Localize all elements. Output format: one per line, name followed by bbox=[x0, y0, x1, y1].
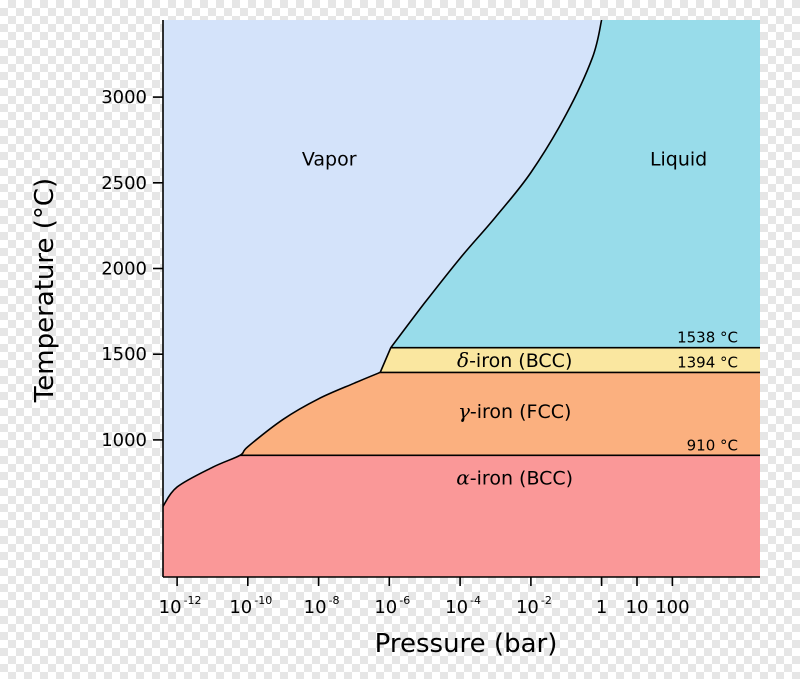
y-tick-label: 3000 bbox=[101, 87, 147, 108]
x-tick-label: 10 -10 bbox=[229, 594, 272, 618]
x-tick-label: 10 bbox=[626, 597, 649, 618]
x-tick-base: 10 bbox=[229, 597, 252, 618]
x-tick-label: 1 bbox=[596, 597, 607, 618]
x-tick-base: 10 bbox=[626, 597, 649, 618]
x-tick-label: 10 -6 bbox=[374, 594, 410, 618]
temp-label-1538: 1538 °C bbox=[677, 329, 738, 347]
delta-iron-text: -iron (BCC) bbox=[469, 350, 572, 372]
x-tick-base: 10 bbox=[445, 597, 468, 618]
vapor-label: Vapor bbox=[302, 149, 357, 171]
y-axis-title: Temperature (°C) bbox=[30, 178, 60, 403]
y-tick-label: 2500 bbox=[101, 173, 147, 194]
vapor-region bbox=[163, 20, 602, 507]
x-tick-exponent: -8 bbox=[329, 594, 340, 607]
gamma-iron-label: γ-iron (FCC) bbox=[458, 399, 571, 423]
gamma-symbol: γ bbox=[458, 399, 470, 423]
x-tick-base: 10 bbox=[374, 597, 397, 618]
x-tick-exponent: -6 bbox=[399, 594, 410, 607]
y-tick-label: 1000 bbox=[101, 430, 147, 451]
x-tick-label: 10 -2 bbox=[516, 594, 552, 618]
x-axis-title: Pressure (bar) bbox=[375, 629, 558, 659]
gamma-iron-text: -iron (FCC) bbox=[470, 401, 572, 423]
x-tick-base: 10 bbox=[304, 597, 327, 618]
x-tick-base: 10 bbox=[159, 597, 182, 618]
x-tick-label: 10 -8 bbox=[304, 594, 340, 618]
liquid-boundary-line bbox=[379, 20, 603, 373]
delta-iron-region bbox=[380, 347, 760, 373]
y-tick-label: 1500 bbox=[101, 344, 147, 365]
x-tick-exponent: -2 bbox=[541, 594, 552, 607]
delta-symbol: δ bbox=[457, 348, 469, 372]
gamma-iron-region bbox=[240, 372, 760, 456]
alpha-iron-region bbox=[163, 455, 760, 577]
y-tick-label: 2000 bbox=[101, 259, 147, 280]
x-tick-base: 100 bbox=[655, 597, 689, 618]
x-tick-exponent: -10 bbox=[254, 594, 272, 607]
liquid-label: Liquid bbox=[650, 149, 707, 171]
x-tick-exponent: -4 bbox=[470, 594, 481, 607]
x-tick-label: 10 -12 bbox=[159, 594, 202, 618]
vapor-boundary-line bbox=[163, 371, 381, 507]
alpha-iron-text: -iron (BCC) bbox=[470, 468, 573, 490]
delta-iron-label: δ-iron (BCC) bbox=[457, 348, 572, 372]
temp-label-910: 910 °C bbox=[687, 436, 738, 454]
x-tick-base: 1 bbox=[596, 597, 607, 618]
temp-label-1394: 1394 °C bbox=[677, 353, 738, 371]
x-tick-base: 10 bbox=[516, 597, 539, 618]
x-tick-label: 10 -4 bbox=[445, 594, 481, 618]
alpha-symbol: α bbox=[456, 466, 470, 490]
alpha-iron-label: α-iron (BCC) bbox=[456, 466, 573, 490]
liquid-region bbox=[390, 20, 760, 348]
x-tick-exponent: -12 bbox=[184, 594, 202, 607]
x-tick-label: 100 bbox=[655, 597, 689, 618]
